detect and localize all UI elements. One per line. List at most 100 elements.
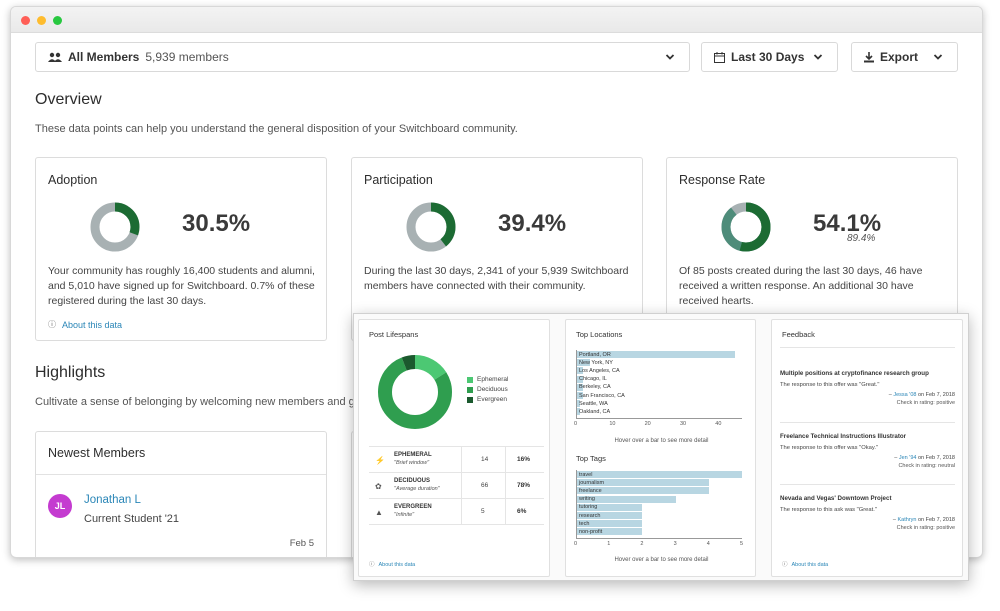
bar[interactable] [576, 471, 742, 478]
response-rate-card: Response Rate 54.1% 89.4% Of 85 posts cr… [666, 157, 958, 341]
card-title: Response Rate [679, 173, 766, 187]
legend-label: Ephemeral [477, 376, 509, 383]
minimize-window-button[interactable] [37, 16, 46, 25]
adoption-arc [90, 202, 140, 252]
about-data-link[interactable]: ⓘ About this data [782, 560, 828, 568]
feedback-item-title: Nevada and Vegas' Downtown Project [780, 495, 892, 502]
table-row: ✿ DECIDUOUS "Average duration" 66 78% [369, 473, 544, 499]
legend-label: Deciduous [477, 386, 508, 393]
bar-label: travel [579, 471, 593, 478]
bar-label: non-profit [579, 528, 603, 535]
bar[interactable] [576, 528, 643, 536]
bar[interactable] [576, 495, 676, 503]
bar[interactable] [576, 479, 709, 487]
legend-item: Ephemeral [467, 376, 508, 383]
about-data-label: About this data [62, 319, 123, 330]
info-icon: ⓘ [48, 320, 56, 329]
bar[interactable] [576, 351, 735, 358]
chevron-down-icon [813, 54, 823, 60]
lifespan-percent: 16% [517, 456, 531, 463]
adoption-donut [90, 202, 140, 252]
table-row: ⚡ EPHEMERAL "Brief window" 14 16% [369, 447, 544, 473]
participation-percent: 39.4% [498, 210, 567, 237]
lifespan-slice-evergreen[interactable] [378, 355, 452, 429]
lightning-icon: ⚡ [375, 456, 385, 465]
lifespan-count: 5 [481, 508, 485, 515]
bar[interactable] [576, 408, 580, 416]
x-axis [576, 537, 742, 539]
bar-label: journalism [579, 479, 605, 486]
calendar-icon [714, 51, 725, 63]
top-locations-title: Top Locations [576, 330, 623, 339]
feedback-item: Freelance Technical Instructions Illustr… [780, 433, 955, 469]
bar-label: Portland, OR [579, 351, 611, 358]
analytics-overlay: Post Lifespans Ephemeral Deciduous Everg… [353, 313, 969, 581]
tick-label: 3 [673, 540, 677, 547]
bar[interactable] [576, 520, 643, 528]
members-filter-label: All Members [68, 50, 140, 64]
feedback-author-link[interactable]: Jen '94 [898, 455, 917, 461]
tick-label: 10 [609, 420, 616, 427]
maximize-window-button[interactable] [53, 16, 62, 25]
member-role: Current Student '21 [84, 513, 180, 525]
post-lifespans-donut [378, 355, 452, 429]
participation-card: Participation 39.4% During the last 30 d… [351, 157, 643, 341]
about-data-link[interactable]: ⓘ About this data [48, 319, 122, 330]
feedback-item-title: Freelance Technical Instructions Illustr… [780, 433, 907, 440]
feedback-author-line: – Kathryn on Feb 7, 2018 [892, 517, 955, 523]
info-icon: ⓘ [369, 562, 375, 568]
bar[interactable] [576, 367, 584, 375]
divider [36, 474, 326, 475]
response-arc [721, 202, 771, 252]
bar-label: Chicago, IL [579, 376, 607, 383]
tree-icon: ▲ [375, 508, 383, 517]
close-window-button[interactable] [21, 16, 30, 25]
export-dropdown[interactable]: Export [851, 42, 958, 72]
lifespan-percent: 6% [517, 508, 527, 515]
feedback-title: Feedback [782, 330, 815, 339]
y-axis [576, 470, 577, 538]
download-icon [864, 51, 874, 62]
bar[interactable] [576, 359, 591, 367]
bar-label: New York, NY [579, 359, 613, 366]
tick-label: 30 [679, 420, 687, 427]
date-range-dropdown[interactable]: Last 30 Days [701, 42, 838, 72]
bar-label: Berkeley, CA [579, 384, 611, 391]
member-name-link[interactable]: Jonathan L [84, 494, 141, 506]
bar[interactable] [576, 512, 643, 519]
export-label: Export [880, 50, 919, 64]
bar[interactable] [576, 383, 584, 391]
top-tags-title: Top Tags [576, 454, 606, 463]
feedback-item: Nevada and Vegas' Downtown Project The r… [780, 495, 955, 531]
legend-item: Evergreen [467, 396, 507, 403]
top-locations-hint: Hover over a bar to see more detail [614, 438, 709, 444]
adoption-description: Your community has roughly 16,400 studen… [48, 265, 315, 307]
about-data-label: About this data [791, 562, 829, 568]
x-axis [576, 417, 742, 419]
about-data-link[interactable]: ⓘ About this data [369, 560, 415, 568]
bar[interactable] [576, 503, 643, 511]
lifespan-slice-deciduous[interactable] [378, 355, 452, 429]
feedback-response: The response to this offer was "Okay." [780, 445, 878, 451]
overview-title: Overview [35, 91, 102, 108]
top-locations-tags-panel: Top Locations Portland, OR New York, NY Lo… [565, 319, 756, 577]
leaf-icon: ✿ [375, 482, 382, 491]
tick-label: 20 [644, 420, 651, 427]
lifespan-desc: "Brief window" [394, 460, 430, 466]
bar[interactable] [576, 400, 580, 408]
response-rate-description: Of 85 posts created during the last 30 d… [679, 265, 923, 307]
feedback-checkin: Check in rating: positive [896, 400, 955, 406]
legend-swatch [467, 396, 473, 403]
feedback-author-link[interactable]: Kathryn [897, 517, 917, 523]
feedback-author-link[interactable]: Jessa '08 [893, 392, 917, 398]
bar[interactable] [576, 487, 709, 495]
bar[interactable] [576, 375, 584, 383]
bar[interactable] [576, 392, 584, 399]
members-filter-dropdown[interactable]: All Members 5,939 members [35, 42, 690, 72]
tick-label: 0 [574, 540, 578, 547]
lifespan-name: EVERGREEN [394, 504, 432, 510]
lifespans-table: ⚡ EPHEMERAL "Brief window" 14 16% ✿ DECI… [369, 446, 544, 525]
lifespan-name: DECIDUOUS [394, 478, 431, 484]
divider [780, 422, 955, 423]
avatar[interactable]: JL [48, 494, 72, 518]
